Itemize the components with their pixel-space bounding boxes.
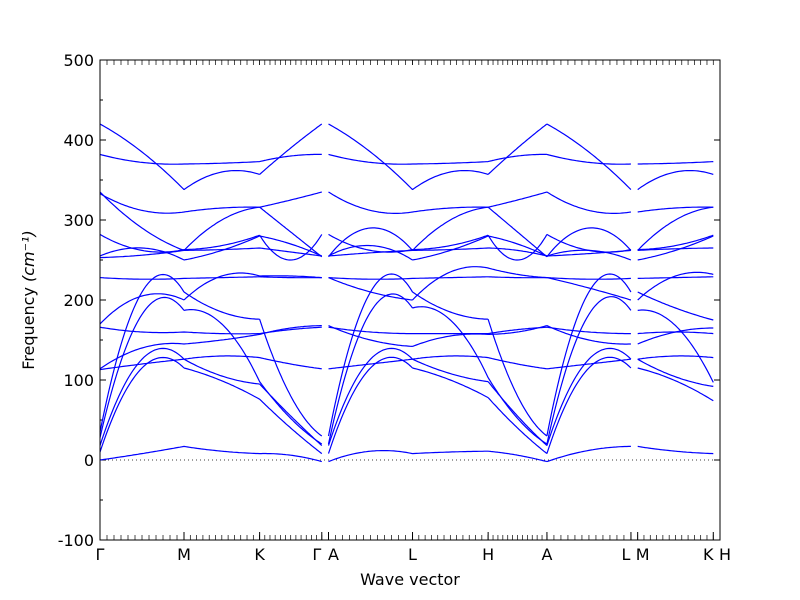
phonon-bands: [99, 123, 714, 463]
band-8: [99, 326, 714, 335]
band-9: [99, 266, 714, 325]
band-4: [99, 293, 714, 445]
y-tick-label: 200: [63, 291, 94, 310]
y-axis-label: Frequency (cm⁻¹): [19, 230, 38, 369]
axes-frame: [99, 59, 721, 541]
y-axis-label-unit: (cm⁻¹): [19, 230, 38, 282]
y-tick-label: 0: [84, 451, 94, 470]
y-axis-ticks: -100 0 100 200 300 400 500: [58, 51, 720, 550]
y-tick-label: -100: [58, 531, 94, 550]
x-tick-label: M: [636, 545, 650, 564]
band-15: [99, 191, 714, 258]
x-tick-label: A: [328, 545, 339, 564]
x-tick-label: H: [482, 545, 494, 564]
x-tick-label: Γ: [96, 545, 105, 564]
band-14: [99, 191, 714, 214]
band-11: [99, 247, 714, 259]
x-axis-label: Wave vector: [360, 570, 460, 589]
y-tick-label: 500: [63, 51, 94, 70]
y-axis-label-text: Frequency: [19, 287, 38, 370]
x-tick-label: A: [541, 545, 552, 564]
y-tick-label: 300: [63, 211, 94, 230]
band-1: [99, 445, 714, 463]
band-17: [99, 123, 714, 191]
band-10: [99, 276, 714, 280]
band-13: [99, 233, 714, 261]
band-7: [99, 325, 714, 370]
x-tick-label: L: [408, 545, 417, 564]
band-16: [99, 153, 714, 165]
x-tick-label: L: [621, 545, 630, 564]
x-tick-label: M: [177, 545, 191, 564]
x-tick-label: K: [703, 545, 714, 564]
x-tick-label: H: [719, 545, 731, 564]
y-tick-label: 100: [63, 371, 94, 390]
band-3: [99, 347, 714, 447]
band-6: [99, 355, 714, 371]
x-tick-label: Γ: [312, 545, 321, 564]
y-tick-label: 400: [63, 131, 94, 150]
x-tick-label: K: [254, 545, 265, 564]
band-2: [99, 356, 714, 455]
